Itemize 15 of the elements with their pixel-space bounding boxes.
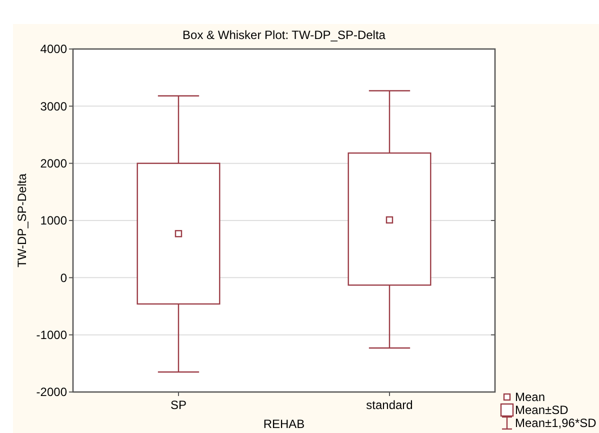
y-tick-label: -1000 <box>36 328 68 342</box>
text: Mean±1,96*SD <box>515 416 597 430</box>
y-tick-label: 2000 <box>40 156 68 171</box>
y-tick-label: -2000 <box>36 385 68 400</box>
y-axis-title: TW-DP_SP-Delta <box>15 173 29 268</box>
x-tick-label: standard <box>366 398 413 412</box>
x-tick-label: SP <box>170 398 187 412</box>
y-tick-label: 3000 <box>40 99 68 114</box>
text: Mean <box>515 390 546 404</box>
chart-title: Box & Whisker Plot: TW-DP_SP-Delta <box>182 28 386 42</box>
y-tick-label: 1000 <box>40 214 68 228</box>
y-tick-label: 0 <box>60 270 68 285</box>
text: Mean±SD <box>515 403 569 418</box>
x-axis-title: REHAB <box>263 417 305 431</box>
y-tick-label: 4000 <box>40 42 68 56</box>
